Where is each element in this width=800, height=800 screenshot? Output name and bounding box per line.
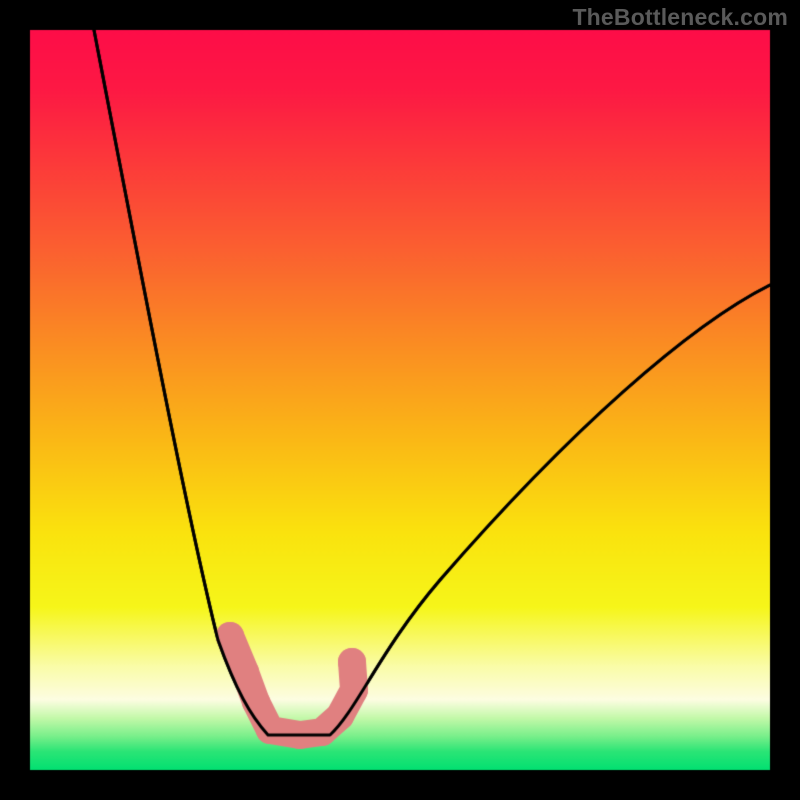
chart-stage: TheBottleneck.com [0,0,800,800]
chart-canvas [0,0,800,800]
